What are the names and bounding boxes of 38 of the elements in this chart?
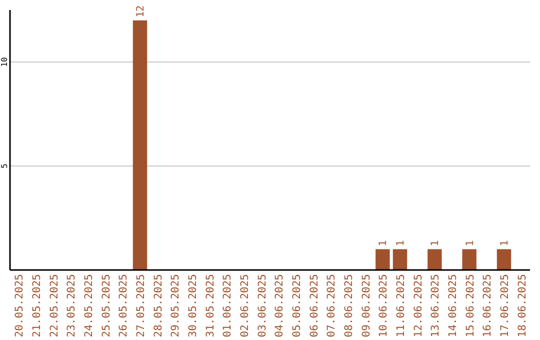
x-tick-label: 03.06.2025 (256, 274, 268, 338)
x-tick-label: 07.06.2025 (326, 274, 338, 338)
x-tick-label: 23.05.2025 (66, 274, 78, 338)
data-label: 1 (396, 240, 406, 246)
x-tick-label: 01.06.2025 (222, 274, 234, 338)
x-tick-label: 16.06.2025 (482, 274, 494, 338)
x-tick-label: 22.05.2025 (48, 274, 60, 338)
x-tick-label: 25.05.2025 (100, 274, 112, 338)
y-tick-label: 5 (0, 163, 9, 168)
x-tick-label: 30.05.2025 (187, 274, 199, 338)
x-tick-label: 29.05.2025 (170, 274, 182, 338)
x-tick-label: 12.06.2025 (412, 274, 424, 338)
y-tick-label: 10 (0, 57, 9, 67)
x-tick-label: 05.06.2025 (291, 274, 303, 338)
x-tick-label: 18.06.2025 (516, 274, 528, 338)
x-tick-label: 27.05.2025 (135, 274, 147, 338)
data-label: 1 (430, 240, 442, 246)
data-label: 12 (136, 5, 146, 18)
x-tick-label: 04.06.2025 (274, 274, 286, 338)
x-tick-label: 21.05.2025 (31, 274, 43, 338)
x-tick-label: 28.05.2025 (152, 274, 164, 338)
x-tick-label: 02.06.2025 (239, 274, 251, 338)
x-tick-label: 20.05.2025 (14, 274, 26, 338)
x-tick-label: 06.06.2025 (308, 274, 320, 338)
data-label: 1 (464, 240, 476, 246)
data-label: 1 (500, 240, 510, 246)
x-tick-label: 14.06.2025 (447, 274, 459, 338)
x-tick-label: 15.06.2025 (464, 274, 476, 338)
x-tick-label: 09.06.2025 (360, 274, 372, 338)
x-tick-label: 11.06.2025 (395, 274, 407, 338)
x-tick-label: 31.05.2025 (204, 274, 216, 338)
x-tick-label: 10.06.2025 (378, 274, 390, 338)
x-tick-label: 17.06.2025 (499, 274, 511, 338)
x-tick-label: 24.05.2025 (83, 274, 95, 338)
x-tick-label: 08.06.2025 (343, 274, 355, 338)
data-label: 1 (378, 240, 390, 246)
x-tick-label: 26.05.2025 (118, 274, 130, 338)
x-tick-label: 13.06.2025 (430, 274, 442, 338)
